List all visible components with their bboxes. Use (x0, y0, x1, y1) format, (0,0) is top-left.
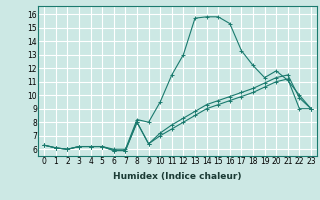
X-axis label: Humidex (Indice chaleur): Humidex (Indice chaleur) (113, 172, 242, 181)
